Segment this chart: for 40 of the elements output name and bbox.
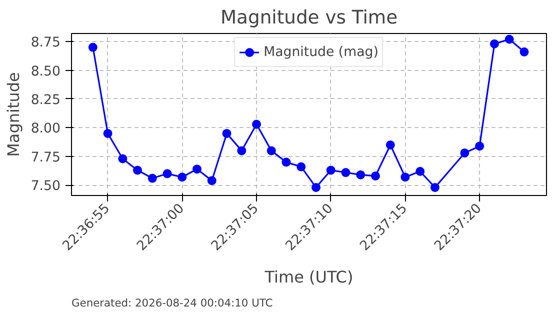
- point: [237, 146, 246, 156]
- point: [148, 174, 157, 183]
- point: [192, 164, 202, 174]
- point: [222, 128, 232, 138]
- point: [296, 162, 306, 172]
- point: [490, 39, 499, 48]
- point: [504, 34, 514, 44]
- point: [178, 172, 187, 182]
- point: [88, 42, 98, 52]
- point: [282, 158, 291, 167]
- y-tick-label: 7.50: [30, 179, 61, 194]
- point: [266, 146, 276, 156]
- point: [341, 168, 350, 178]
- y-tick-label: 8.50: [30, 64, 61, 80]
- y-tick-label: 8.75: [30, 36, 61, 51]
- point: [326, 166, 336, 175]
- point: [162, 169, 172, 178]
- point: [356, 170, 366, 180]
- text: Generated: 2026-08-24 00:04:10 UTC: [72, 296, 273, 310]
- point: [133, 166, 142, 175]
- y-tick-label: 8.00: [30, 122, 61, 137]
- point: [312, 182, 321, 192]
- legend-label: Magnitude (mag): [264, 44, 378, 60]
- point: [252, 120, 262, 129]
- chart-title: Magnitude vs Time: [220, 8, 398, 28]
- point: [103, 128, 112, 138]
- point: [370, 171, 380, 180]
- point: [207, 176, 216, 186]
- point: [430, 182, 440, 192]
- point: [520, 47, 529, 56]
- point: [386, 140, 395, 150]
- point: [475, 142, 484, 151]
- x-axis-title: Time (UTC): [264, 267, 354, 286]
- point: [416, 166, 425, 176]
- y-tick-label: 7.75: [30, 150, 61, 166]
- point: [460, 148, 470, 158]
- y-axis-title: Magnitude: [4, 72, 23, 157]
- point: [118, 154, 128, 164]
- y-tick-label: 8.25: [30, 92, 61, 108]
- point: [400, 172, 410, 182]
